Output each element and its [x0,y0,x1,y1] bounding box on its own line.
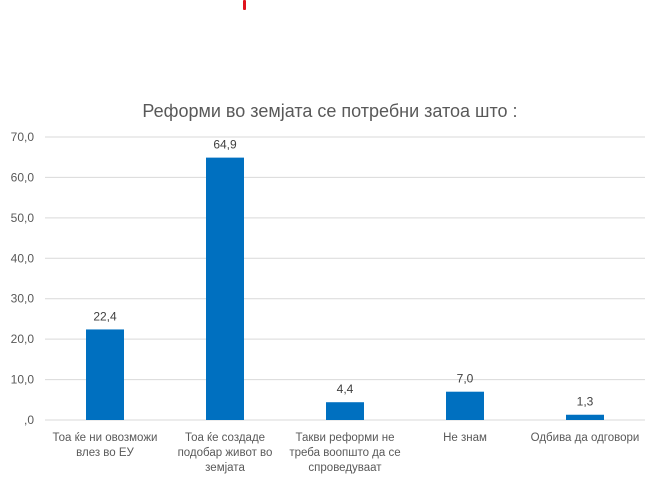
bars [86,157,604,420]
chart-title: Реформи во земјата се потребни затоа што… [142,101,517,121]
bar [446,391,484,420]
y-tick-label: 20,0 [11,332,35,346]
y-tick-label: ,0 [24,413,34,427]
y-tick-label: 60,0 [11,170,35,184]
category-label: Одбива да одговори [531,432,640,444]
y-tick-label: 40,0 [11,251,35,265]
grid-lines [45,136,645,421]
value-label: 7,0 [457,372,474,386]
value-label: 64,9 [213,138,237,152]
category-label: Такви реформи не треба воопшто да се спров… [289,432,400,474]
value-labels: 22,4 64,9 4,4 7,0 1,3 [93,138,593,409]
red-marker [243,0,246,10]
category-label: Не знам [443,432,487,444]
y-tick-label: 10,0 [11,373,35,387]
bar [566,414,604,420]
category-label: Тоа ќе создаде подобар живот во земјата [178,432,273,474]
bar [86,329,124,420]
y-axis: ,0 10,0 20,0 30,0 40,0 50,0 60,0 70,0 [11,130,35,427]
value-label: 1,3 [577,395,594,409]
y-tick-label: 50,0 [11,211,35,225]
x-axis-categories: Тоа ќе ни овозможи влез во ЕУ Тоа ќе созда… [53,432,640,474]
bar [326,402,364,420]
value-label: 22,4 [93,309,117,323]
bar [206,157,244,420]
value-label: 4,4 [337,382,354,396]
category-label: Тоа ќе ни овозможи влез во ЕУ [53,432,158,459]
y-tick-label: 70,0 [11,130,35,144]
y-tick-label: 30,0 [11,292,35,306]
